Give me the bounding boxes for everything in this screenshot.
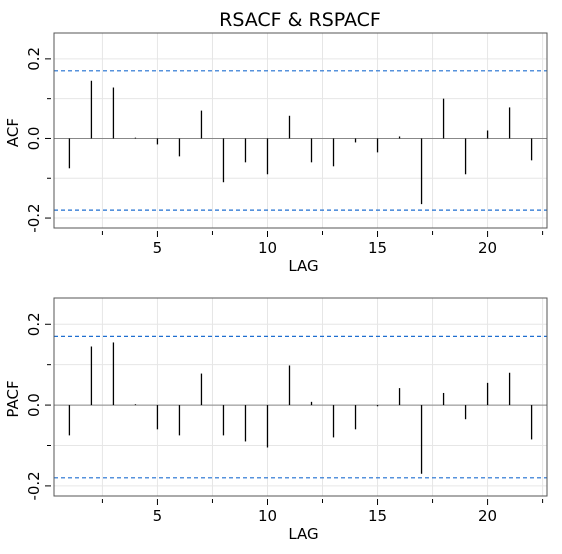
chart-title: RSACF & RSPACF [219, 9, 381, 31]
panel1-x-tick-label: 15 [368, 239, 387, 257]
panel1-x-tick-label: 5 [153, 239, 163, 257]
panel2-x-tick-label: 10 [258, 507, 277, 525]
panel1-x-axis-label: LAG [288, 257, 318, 275]
panel2-plot-frame [53, 297, 548, 497]
panel1-y-tick-label: 0.2 [25, 47, 43, 71]
panel1-x-tick-label: 20 [478, 239, 497, 257]
panel1-y-tick-label: -0.2 [25, 203, 43, 232]
panel2-y-tick-label: 0.2 [25, 312, 43, 336]
panel1-x-tick-label: 10 [258, 239, 277, 257]
panel1-plot-frame [53, 32, 548, 229]
panel2-y-axis-label: PACF [4, 380, 22, 417]
panel2-x-tick-label: 5 [153, 507, 163, 525]
panel2-x-axis-label: LAG [288, 525, 318, 543]
panel2-y-tick-label: -0.2 [25, 471, 43, 500]
panel1-y-tick-label: 0.0 [25, 127, 43, 151]
panel2-x-tick-label: 20 [478, 507, 497, 525]
panel2-x-tick-label: 15 [368, 507, 387, 525]
panel2-y-tick-label: 0.0 [25, 393, 43, 417]
panel1-y-axis-label: ACF [4, 118, 22, 147]
